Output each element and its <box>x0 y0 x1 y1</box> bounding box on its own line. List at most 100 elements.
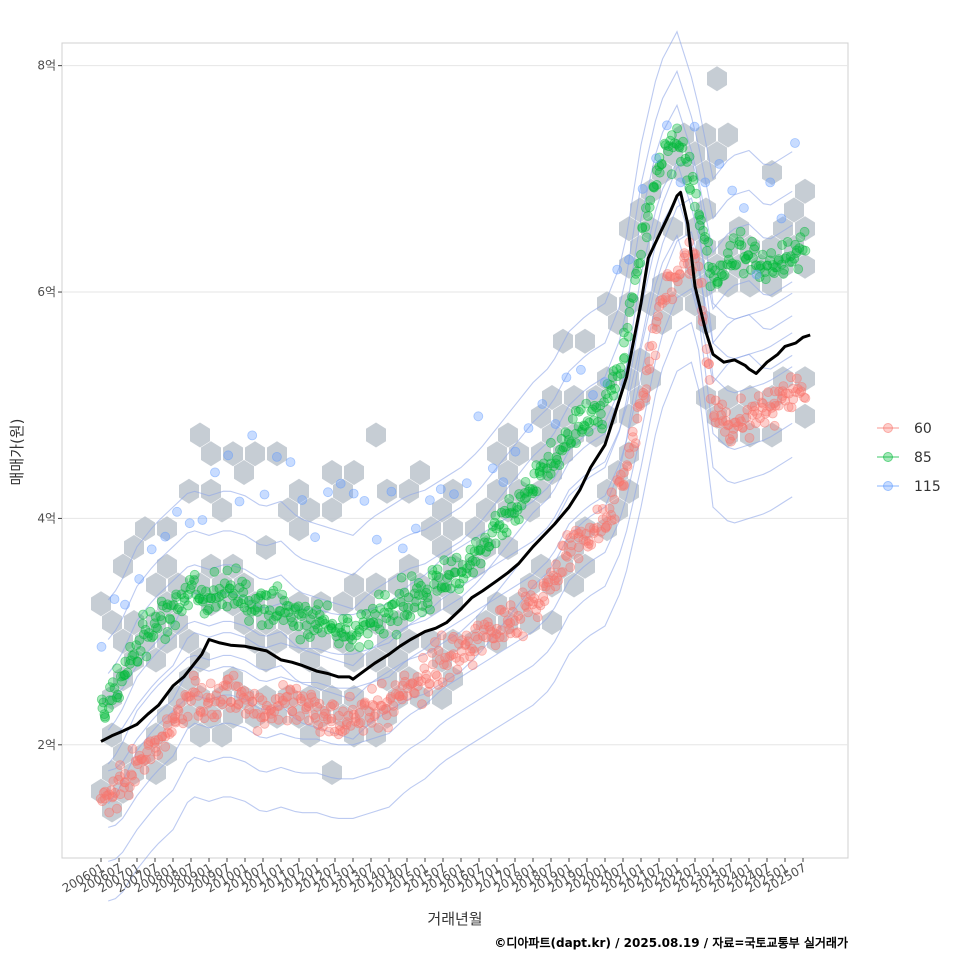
data-point-60 <box>644 356 655 367</box>
hexbin-cell <box>707 66 727 92</box>
data-point-60 <box>581 536 591 546</box>
data-point-85 <box>451 552 462 563</box>
data-point-85 <box>567 414 578 424</box>
data-point-60 <box>252 726 263 736</box>
data-point-115 <box>359 495 370 506</box>
y-tick-label: 6억 <box>37 285 56 299</box>
data-point-85 <box>362 628 373 639</box>
data-point-85 <box>264 605 275 615</box>
data-point-60 <box>153 750 164 760</box>
data-point-60 <box>675 269 685 279</box>
data-point-60 <box>799 392 809 403</box>
data-point-85 <box>632 266 643 277</box>
data-point-60 <box>532 612 543 623</box>
data-point-85 <box>363 639 374 650</box>
data-point-115 <box>473 411 484 422</box>
data-point-85 <box>624 298 635 309</box>
hexbin-cell <box>322 460 342 485</box>
data-point-60 <box>259 718 270 729</box>
data-point-85 <box>718 271 728 282</box>
hexbin-cell <box>487 441 507 467</box>
data-point-85 <box>666 169 677 180</box>
data-point-60 <box>278 680 289 690</box>
data-point-85 <box>728 233 739 244</box>
data-point-60 <box>448 631 459 642</box>
hexbin-cell <box>267 441 287 467</box>
data-point-85 <box>293 621 304 632</box>
data-point-115 <box>461 478 472 489</box>
data-point-85 <box>684 151 695 162</box>
hexbin-cell <box>91 591 111 617</box>
hexbin-cell <box>795 178 815 204</box>
data-point-60 <box>510 615 520 626</box>
data-point-60 <box>630 438 641 449</box>
data-point-60 <box>604 503 615 514</box>
data-point-85 <box>238 594 249 605</box>
data-point-85 <box>395 597 406 607</box>
data-point-115 <box>751 269 762 280</box>
data-point-115 <box>600 377 610 388</box>
data-point-85 <box>735 226 746 237</box>
data-point-60 <box>228 670 239 681</box>
data-point-60 <box>314 698 325 709</box>
data-point-115 <box>397 543 408 554</box>
data-point-85 <box>244 616 254 626</box>
data-point-85 <box>678 136 688 147</box>
data-point-85 <box>674 142 685 153</box>
data-point-85 <box>162 627 173 637</box>
data-point-85 <box>782 236 793 247</box>
hexbin-cell <box>696 122 716 148</box>
density-contour <box>108 361 793 902</box>
data-point-85 <box>373 618 384 629</box>
data-point-85 <box>779 264 789 275</box>
data-point-85 <box>760 274 771 285</box>
hexbin-cell <box>520 610 540 635</box>
data-point-60 <box>123 790 134 801</box>
data-point-60 <box>104 807 115 818</box>
data-point-60 <box>459 653 469 663</box>
data-point-60 <box>551 559 561 570</box>
data-point-115 <box>210 467 220 478</box>
hexbin-cell <box>256 535 276 560</box>
data-point-60 <box>308 710 319 720</box>
legend-key-85 <box>883 452 893 462</box>
data-point-60 <box>178 718 189 729</box>
data-point-85 <box>290 604 301 614</box>
legend-label-85: 85 <box>914 450 932 466</box>
data-point-60 <box>160 741 171 752</box>
data-point-60 <box>653 311 663 322</box>
data-point-60 <box>606 515 617 526</box>
data-point-85 <box>342 613 353 624</box>
data-point-85 <box>654 167 665 178</box>
data-point-85 <box>112 663 122 674</box>
plot-background <box>61 42 849 859</box>
data-point-85 <box>757 249 768 260</box>
y-axis-title: 매매가(원) <box>8 419 26 486</box>
data-point-115 <box>662 120 672 131</box>
data-point-115 <box>172 506 182 517</box>
data-point-85 <box>326 623 337 633</box>
hexbin-cell <box>432 535 452 560</box>
hexbin-cell <box>762 422 782 448</box>
data-point-60 <box>737 422 748 433</box>
data-point-60 <box>597 504 608 514</box>
data-point-85 <box>396 572 407 583</box>
data-point-85 <box>305 614 316 625</box>
data-point-60 <box>609 514 620 525</box>
data-point-60 <box>641 365 652 376</box>
data-point-115 <box>386 486 397 497</box>
data-point-60 <box>182 711 193 722</box>
data-point-60 <box>196 682 207 693</box>
data-point-85 <box>562 428 573 439</box>
hexbin-cell <box>223 703 243 729</box>
data-point-85 <box>624 307 635 318</box>
data-point-85 <box>432 564 443 575</box>
data-point-115 <box>160 531 171 542</box>
legend-label-60: 60 <box>914 421 932 437</box>
data-point-60 <box>796 381 807 392</box>
data-point-115 <box>285 457 296 468</box>
data-point-60 <box>727 430 738 441</box>
density-contour <box>108 321 793 862</box>
data-point-85 <box>531 486 542 497</box>
data-point-115 <box>675 177 686 188</box>
